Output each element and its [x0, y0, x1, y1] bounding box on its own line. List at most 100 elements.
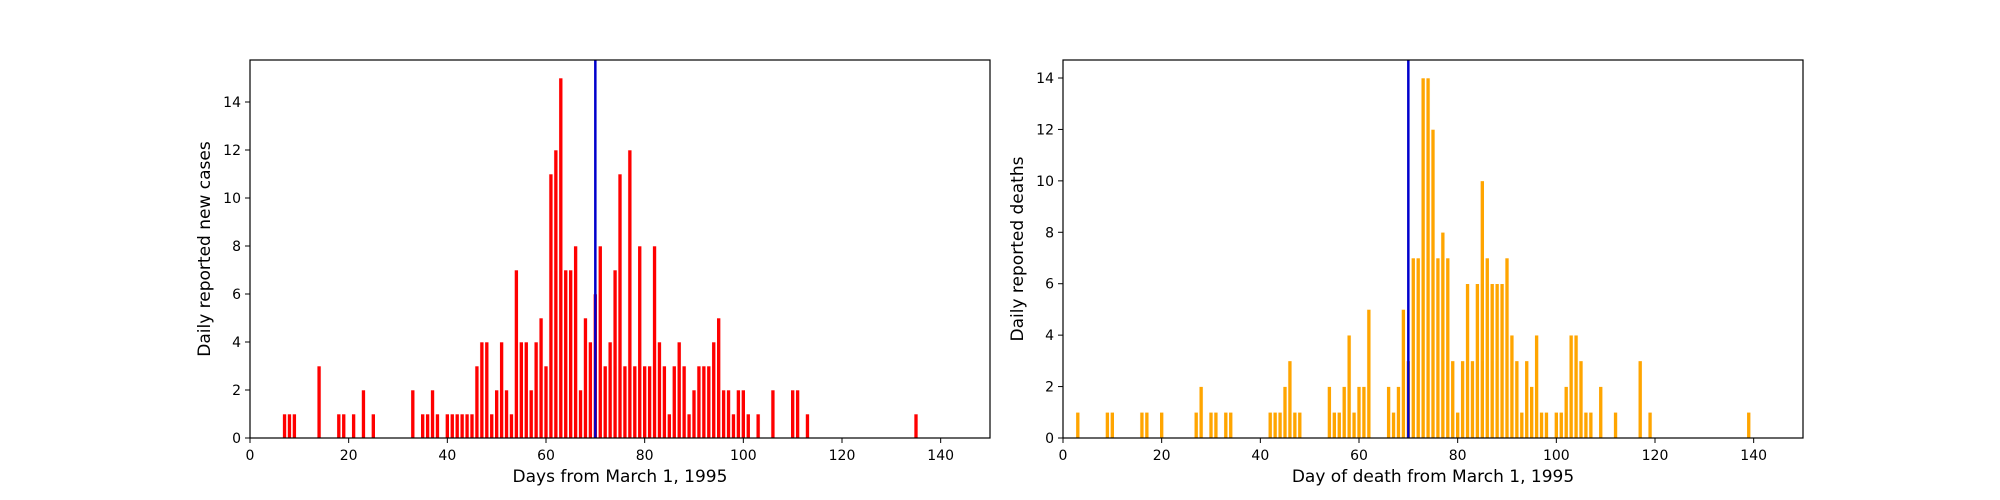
y-tick-label-deaths-10: 10: [1036, 174, 1054, 190]
bar-new-cases-71: [597, 245, 603, 439]
x-tick-label-deaths-140: 140: [1740, 448, 1767, 464]
x-tick-label-new-cases-80: 80: [636, 448, 654, 464]
bar-new-cases-100: [741, 389, 746, 439]
bar-deaths-86: [1484, 257, 1490, 439]
bar-deaths-33: [1223, 411, 1229, 439]
bar-new-cases-47: [479, 341, 485, 439]
y-tick-label-new-cases-8: 8: [232, 239, 241, 255]
bar-new-cases-88: [681, 365, 687, 439]
bar-new-cases-55: [519, 341, 524, 439]
bar-deaths-28: [1198, 386, 1204, 439]
bar-deaths-91: [1509, 334, 1515, 439]
bar-new-cases-33: [410, 389, 416, 439]
bar-new-cases-8: [287, 413, 292, 439]
bar-new-cases-21: [351, 413, 356, 439]
y-tick-label-new-cases-2: 2: [232, 383, 241, 399]
bar-deaths-103: [1568, 334, 1574, 439]
bar-deaths-78: [1445, 257, 1451, 439]
bar-deaths-95: [1529, 386, 1534, 439]
bar-new-cases-93: [706, 365, 712, 439]
bar-deaths-88: [1494, 283, 1500, 439]
bar-deaths-31: [1213, 411, 1219, 439]
y-tick-label-new-cases-12: 12: [223, 143, 241, 159]
bar-new-cases-98: [731, 413, 736, 439]
bar-new-cases-41: [449, 413, 455, 439]
bar-new-cases-97: [726, 389, 731, 439]
bar-new-cases-135: [913, 413, 919, 439]
bar-new-cases-61: [548, 173, 554, 439]
x-tick-label-deaths-100: 100: [1543, 448, 1570, 464]
y-tick-label-deaths-4: 4: [1045, 328, 1054, 344]
bar-deaths-96: [1534, 334, 1539, 439]
bar-deaths-77: [1440, 231, 1446, 439]
bar-deaths-101: [1558, 411, 1564, 439]
bar-new-cases-67: [578, 389, 583, 439]
bar-new-cases-42: [454, 413, 460, 439]
bar-deaths-79: [1450, 360, 1456, 439]
bar-deaths-68: [1396, 386, 1401, 439]
bar-deaths-81: [1460, 360, 1465, 439]
bar-new-cases-7: [282, 413, 287, 439]
plot-frame-deaths: [1062, 59, 1804, 439]
bar-new-cases-46: [474, 365, 480, 439]
bar-deaths-48: [1297, 411, 1303, 439]
y-tick-label-new-cases-14: 14: [223, 95, 241, 111]
bar-deaths-72: [1415, 257, 1421, 439]
bar-new-cases-111: [795, 389, 800, 439]
bar-new-cases-73: [607, 341, 613, 439]
bar-new-cases-75: [617, 173, 623, 439]
y-tick-label-new-cases-6: 6: [232, 287, 241, 303]
bar-deaths-69: [1401, 309, 1406, 439]
bar-deaths-9: [1105, 411, 1110, 439]
bar-deaths-89: [1499, 283, 1505, 439]
bar-deaths-46: [1287, 360, 1293, 439]
bar-deaths-42: [1267, 411, 1273, 439]
bar-new-cases-50: [494, 389, 499, 439]
bar-deaths-45: [1282, 386, 1288, 439]
bar-new-cases-91: [696, 365, 702, 439]
bar-deaths-107: [1588, 411, 1594, 439]
bar-deaths-10: [1110, 411, 1115, 439]
bar-deaths-71: [1410, 257, 1416, 439]
bar-new-cases-80: [642, 365, 647, 439]
bar-new-cases-45: [469, 413, 475, 439]
bar-new-cases-85: [667, 413, 672, 439]
bar-new-cases-74: [612, 269, 618, 439]
bar-new-cases-110: [790, 389, 795, 439]
chart-daily-deaths: 0 20 40 60 80 100 120 140 0 2 4 6 8 10 12 14 Day of deat…: [1008, 59, 1804, 487]
bar-deaths-56: [1336, 411, 1342, 439]
bar-deaths-73: [1420, 77, 1426, 439]
x-axis-label-new-cases: Days from March 1, 1995: [513, 467, 728, 487]
bar-new-cases-94: [711, 341, 717, 439]
bar-deaths-16: [1139, 411, 1145, 439]
x-tick-label-new-cases-100: 100: [730, 448, 757, 464]
bar-deaths-59: [1351, 411, 1357, 439]
bar-deaths-100: [1554, 411, 1559, 439]
bar-new-cases-86: [671, 365, 677, 439]
bar-deaths-34: [1228, 411, 1234, 439]
bar-deaths-105: [1578, 360, 1584, 439]
bar-new-cases-48: [484, 341, 490, 439]
bar-deaths-27: [1193, 411, 1199, 439]
bar-deaths-97: [1539, 411, 1544, 439]
bar-new-cases-54: [514, 269, 519, 439]
bar-deaths-84: [1475, 283, 1480, 439]
bar-deaths-58: [1346, 334, 1352, 439]
x-tick-label-new-cases-120: 120: [829, 448, 856, 464]
bar-new-cases-69: [588, 341, 593, 439]
bar-new-cases-68: [583, 317, 588, 439]
x-tick-label-deaths-20: 20: [1153, 448, 1171, 464]
y-tick-label-deaths-8: 8: [1045, 225, 1054, 241]
bar-new-cases-99: [736, 389, 741, 439]
y-tick-label-new-cases-4: 4: [232, 335, 241, 351]
bar-new-cases-113: [805, 413, 810, 439]
bar-deaths-57: [1341, 386, 1347, 439]
bar-deaths-87: [1489, 283, 1495, 439]
x-tick-label-deaths-120: 120: [1642, 448, 1669, 464]
plot-frame-new-cases: [249, 59, 991, 439]
bar-new-cases-65: [568, 269, 573, 439]
bar-deaths-83: [1470, 360, 1475, 439]
bar-deaths-54: [1327, 386, 1332, 439]
bar-deaths-74: [1425, 77, 1431, 439]
